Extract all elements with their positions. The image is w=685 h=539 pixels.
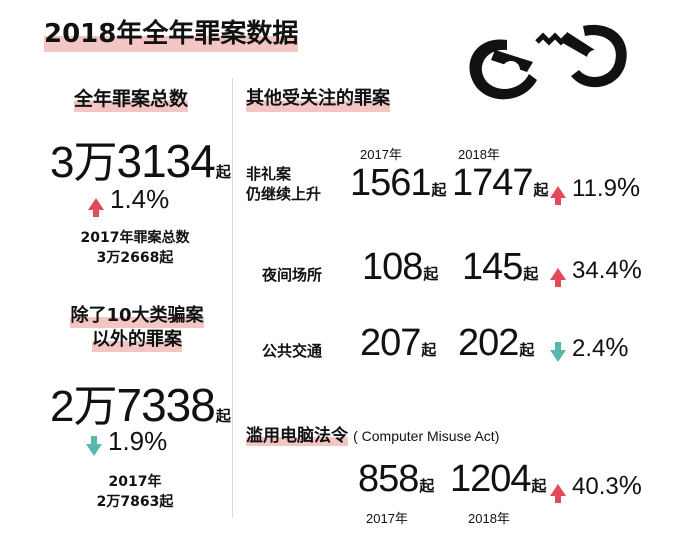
up-arrow-icon xyxy=(88,197,104,217)
down-arrow-icon xyxy=(550,341,566,362)
cma-2017: 858起 xyxy=(358,458,435,500)
other-crimes-heading: 其他受关注的罪案 xyxy=(246,86,390,112)
row-nightlife-2018: 145起 xyxy=(462,246,539,288)
row-molest-change: 11.9% xyxy=(550,172,640,205)
row-molest-2017: 1561起 xyxy=(350,162,447,204)
row-molest-2018: 1747起 xyxy=(452,162,549,204)
cma-year-2017: 2017年 xyxy=(366,511,408,526)
up-arrow-icon xyxy=(550,185,566,205)
excluding-value: 2万7338起 xyxy=(50,379,231,431)
total-heading: 全年罪案总数 xyxy=(74,86,189,112)
total-prev: 2017年罪案总数 3万2668起 xyxy=(80,230,190,266)
row-nightlife-2017: 108起 xyxy=(362,246,439,288)
cma-change: 40.3% xyxy=(550,470,642,503)
row-label-transport: 公共交通 xyxy=(262,342,323,360)
row-transport-2017: 207起 xyxy=(360,322,437,364)
excluding-change: 1.9% xyxy=(86,426,167,457)
page-title: 2018年全年罪案数据 xyxy=(44,16,299,52)
excluding-prev: 2017年 2万7863起 xyxy=(96,474,174,510)
row-nightlife-change: 34.4% xyxy=(550,254,642,287)
total-change: 1.4% xyxy=(88,184,169,217)
down-arrow-icon xyxy=(86,435,102,456)
row-transport-2018: 202起 xyxy=(458,322,535,364)
cma-heading: 滥用电脑法令 ( Computer Misuse Act) xyxy=(246,426,500,446)
cma-2018: 1204起 xyxy=(450,458,547,500)
column-divider xyxy=(232,78,233,518)
total-value: 3万3134起 xyxy=(50,135,231,187)
year-2017-label: 2017年 xyxy=(360,147,402,162)
excluding-heading: 除了10大类骗案 以外的罪案 xyxy=(70,304,204,352)
cma-year-2018: 2018年 xyxy=(468,511,510,526)
handcuffs-icon xyxy=(469,24,627,100)
up-arrow-icon xyxy=(550,267,566,287)
year-2018-label: 2018年 xyxy=(458,147,500,162)
up-arrow-icon xyxy=(550,483,566,503)
row-label-molest: 非礼案 仍继续上升 xyxy=(246,165,322,203)
row-label-nightlife: 夜间场所 xyxy=(262,266,323,284)
row-transport-change: 2.4% xyxy=(550,332,629,363)
